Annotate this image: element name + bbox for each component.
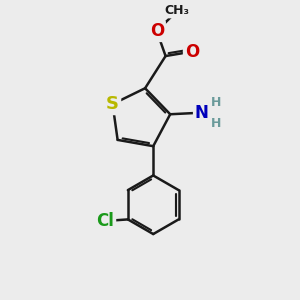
Text: O: O bbox=[185, 43, 199, 61]
Text: H: H bbox=[210, 96, 221, 109]
Text: O: O bbox=[150, 22, 164, 40]
Text: H: H bbox=[210, 116, 221, 130]
Text: Cl: Cl bbox=[96, 212, 114, 230]
Text: CH₃: CH₃ bbox=[165, 4, 190, 17]
Text: N: N bbox=[195, 104, 209, 122]
Text: S: S bbox=[106, 95, 119, 113]
